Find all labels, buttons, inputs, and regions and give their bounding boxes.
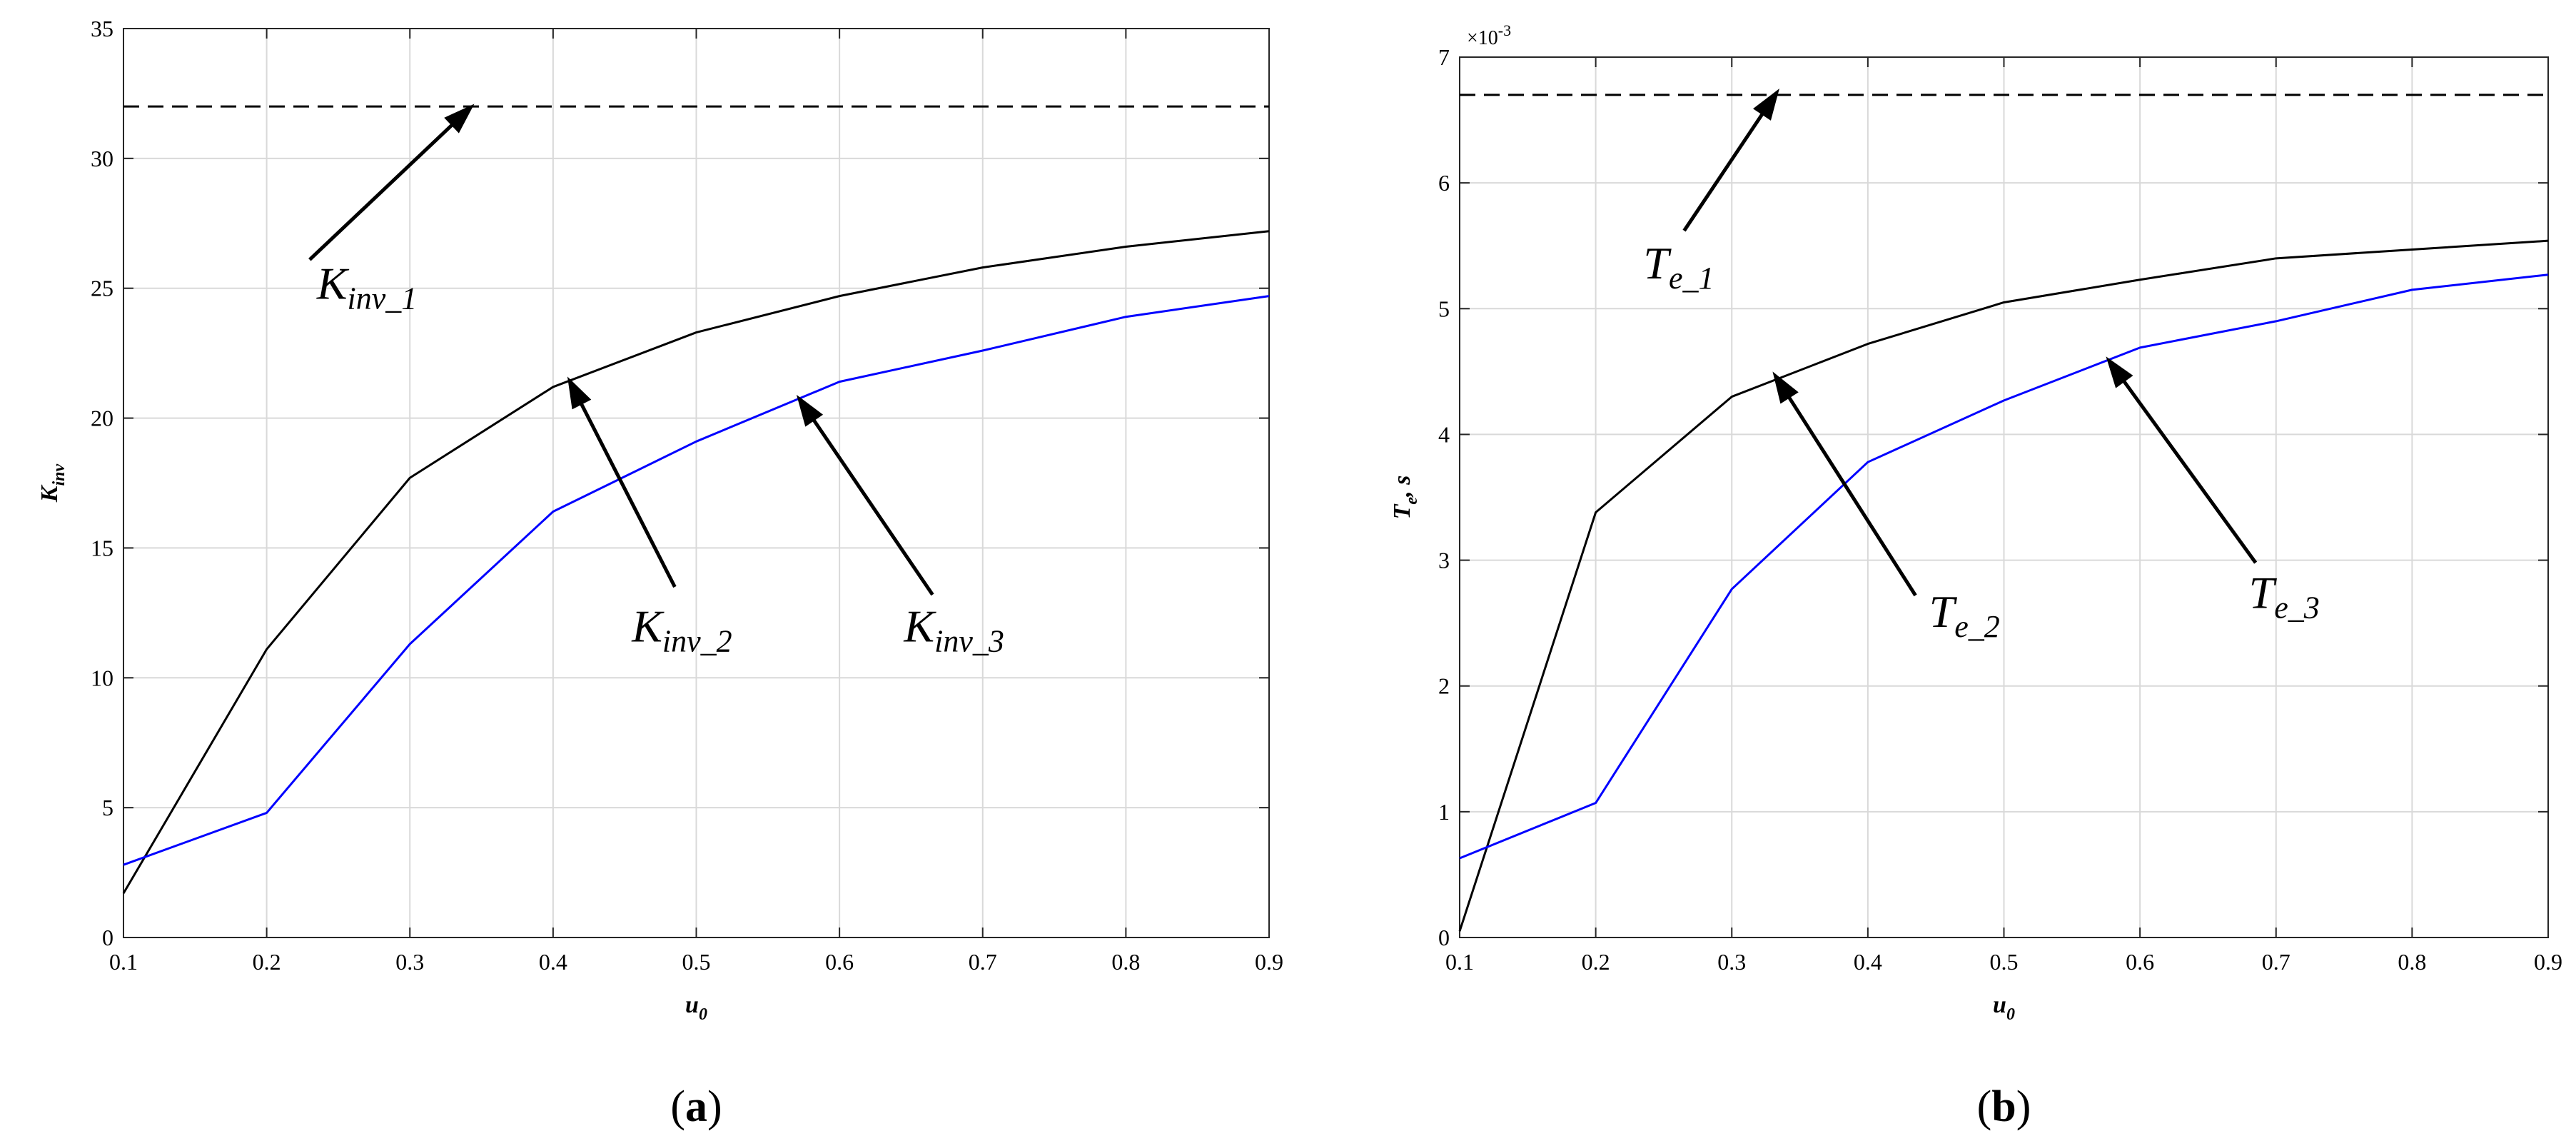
y-tick-label: 0 — [102, 925, 113, 950]
y-tick-label: 35 — [91, 16, 113, 41]
annotation-arrow-shaft — [1786, 394, 1917, 597]
annotation-arrow-head — [444, 104, 475, 134]
y-tick-label: 5 — [102, 795, 113, 820]
annotation-arrow-shaft — [1682, 111, 1765, 232]
y-axis-label: Te, s — [1389, 476, 1421, 520]
x-axis-label: u0 — [685, 992, 707, 1024]
series-line-t-e-2 — [1458, 239, 2549, 932]
x-tick-label: 0.7 — [969, 949, 997, 975]
annotation-arrow-shaft — [811, 417, 934, 596]
x-tick-label: 0.1 — [1445, 949, 1474, 975]
annotation-arrow-head — [796, 394, 824, 427]
series-line-k-inv-2 — [122, 230, 1270, 894]
y-axis-exponent: ×10-3 — [1467, 21, 1511, 49]
annotation-label: Kinv_2 — [631, 600, 732, 658]
y-tick-label: 4 — [1438, 421, 1450, 447]
x-tick-label: 0.9 — [1255, 949, 1283, 975]
annotation-label: Te_2 — [1929, 586, 2000, 644]
x-tick-label: 0.9 — [2534, 949, 2562, 975]
panel-label: (b) — [1977, 1082, 2031, 1131]
y-tick-label: 6 — [1438, 170, 1450, 196]
annotation-label: Kinv_3 — [903, 600, 1004, 658]
x-tick-label: 0.1 — [109, 949, 138, 975]
series-line-t-e-3 — [1459, 273, 2549, 860]
y-axis-label: Kinv — [36, 463, 69, 503]
chart-panel-b: 0.1 0.2 0.3 0.4 0.5 0.6 0.7 0.8 0.9 0 1 2 3 4 5 6 7 ×10-3… — [1389, 21, 2562, 1131]
panel-label: (a) — [670, 1082, 722, 1131]
x-tick-label: 0.2 — [1582, 949, 1610, 975]
annotation-label: Te_1 — [1643, 238, 1714, 296]
annotation-arrow-shaft — [2121, 378, 2258, 564]
y-tick-label: 10 — [91, 665, 113, 690]
x-tick-label: 0.7 — [2262, 949, 2290, 975]
series-line-k-inv-3 — [123, 295, 1270, 866]
x-tick-label: 0.8 — [2398, 949, 2426, 975]
y-tick-label: 30 — [91, 146, 113, 171]
x-tick-label: 0.6 — [825, 949, 854, 975]
x-tick-label: 0.5 — [1990, 949, 2019, 975]
annotation-arrow-shaft — [578, 401, 677, 588]
annotation-arrow-head — [1772, 371, 1799, 404]
x-tick-label: 0.8 — [1111, 949, 1140, 975]
annotation-arrow-head — [567, 376, 592, 410]
y-tick-label: 7 — [1438, 44, 1450, 70]
annotation-arrow-head — [2106, 356, 2133, 388]
x-tick-label: 0.6 — [2126, 949, 2154, 975]
y-tick-label: 20 — [91, 406, 113, 431]
y-tick-label: 25 — [91, 276, 113, 301]
y-tick-label: 3 — [1438, 548, 1450, 573]
y-tick-label: 5 — [1438, 296, 1450, 321]
annotation-arrow-head — [1753, 89, 1779, 121]
x-tick-label: 0.2 — [253, 949, 281, 975]
x-tick-label: 0.4 — [539, 949, 567, 975]
x-axis-label: u0 — [1993, 992, 2015, 1024]
y-tick-label: 2 — [1438, 673, 1450, 699]
x-tick-label: 0.5 — [682, 949, 711, 975]
x-tick-label: 0.4 — [1854, 949, 1882, 975]
annotation-label: Te_3 — [2249, 568, 2320, 625]
chart-panel-a: 0.1 0.2 0.3 0.4 0.5 0.6 0.7 0.8 0.9 0 5 10 15 20 25 30 3… — [36, 16, 1283, 1131]
x-tick-label: 0.3 — [395, 949, 424, 975]
y-tick-label: 15 — [91, 535, 113, 561]
y-tick-label: 0 — [1438, 925, 1450, 950]
annotation-arrow-shaft — [308, 122, 455, 261]
x-tick-label: 0.3 — [1717, 949, 1746, 975]
annotation-label: Kinv_1 — [316, 258, 417, 316]
y-tick-label: 1 — [1438, 799, 1450, 825]
